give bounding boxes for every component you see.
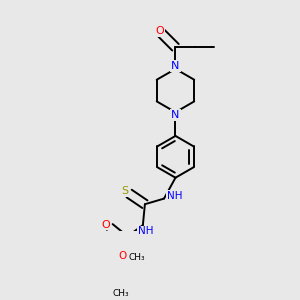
Text: NH: NH xyxy=(138,226,153,236)
Text: CH₃: CH₃ xyxy=(129,253,146,262)
Text: N: N xyxy=(171,61,180,71)
Text: O: O xyxy=(101,220,110,230)
Text: O: O xyxy=(156,26,165,36)
Text: S: S xyxy=(121,186,128,196)
Text: NH: NH xyxy=(167,191,182,201)
Text: N: N xyxy=(171,110,180,120)
Text: CH₃: CH₃ xyxy=(112,289,129,298)
Text: O: O xyxy=(118,251,126,261)
